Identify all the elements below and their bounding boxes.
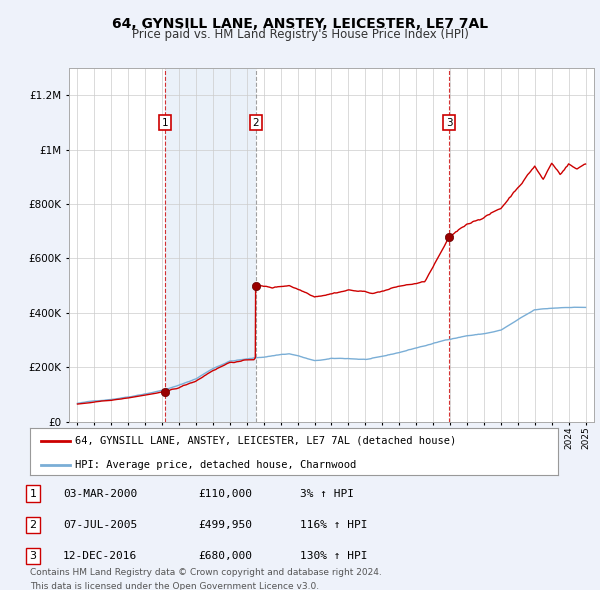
- Text: 3% ↑ HPI: 3% ↑ HPI: [300, 489, 354, 499]
- Text: 3: 3: [446, 118, 452, 127]
- Text: 64, GYNSILL LANE, ANSTEY, LEICESTER, LE7 7AL (detached house): 64, GYNSILL LANE, ANSTEY, LEICESTER, LE7…: [75, 436, 456, 446]
- Text: 116% ↑ HPI: 116% ↑ HPI: [300, 520, 367, 530]
- Text: Contains HM Land Registry data © Crown copyright and database right 2024.: Contains HM Land Registry data © Crown c…: [30, 568, 382, 576]
- Text: 12-DEC-2016: 12-DEC-2016: [63, 551, 137, 561]
- Text: 07-JUL-2005: 07-JUL-2005: [63, 520, 137, 530]
- Text: This data is licensed under the Open Government Licence v3.0.: This data is licensed under the Open Gov…: [30, 582, 319, 590]
- Text: 03-MAR-2000: 03-MAR-2000: [63, 489, 137, 499]
- Text: £499,950: £499,950: [198, 520, 252, 530]
- Text: Price paid vs. HM Land Registry's House Price Index (HPI): Price paid vs. HM Land Registry's House …: [131, 28, 469, 41]
- Text: £110,000: £110,000: [198, 489, 252, 499]
- Text: 1: 1: [162, 118, 169, 127]
- Text: 2: 2: [29, 520, 37, 530]
- Text: 2: 2: [253, 118, 259, 127]
- Text: £680,000: £680,000: [198, 551, 252, 561]
- Text: HPI: Average price, detached house, Charnwood: HPI: Average price, detached house, Char…: [75, 460, 356, 470]
- Text: 130% ↑ HPI: 130% ↑ HPI: [300, 551, 367, 561]
- Text: 64, GYNSILL LANE, ANSTEY, LEICESTER, LE7 7AL: 64, GYNSILL LANE, ANSTEY, LEICESTER, LE7…: [112, 17, 488, 31]
- Bar: [165, 68, 256, 422]
- Text: 3: 3: [29, 551, 37, 561]
- Text: 1: 1: [29, 489, 37, 499]
